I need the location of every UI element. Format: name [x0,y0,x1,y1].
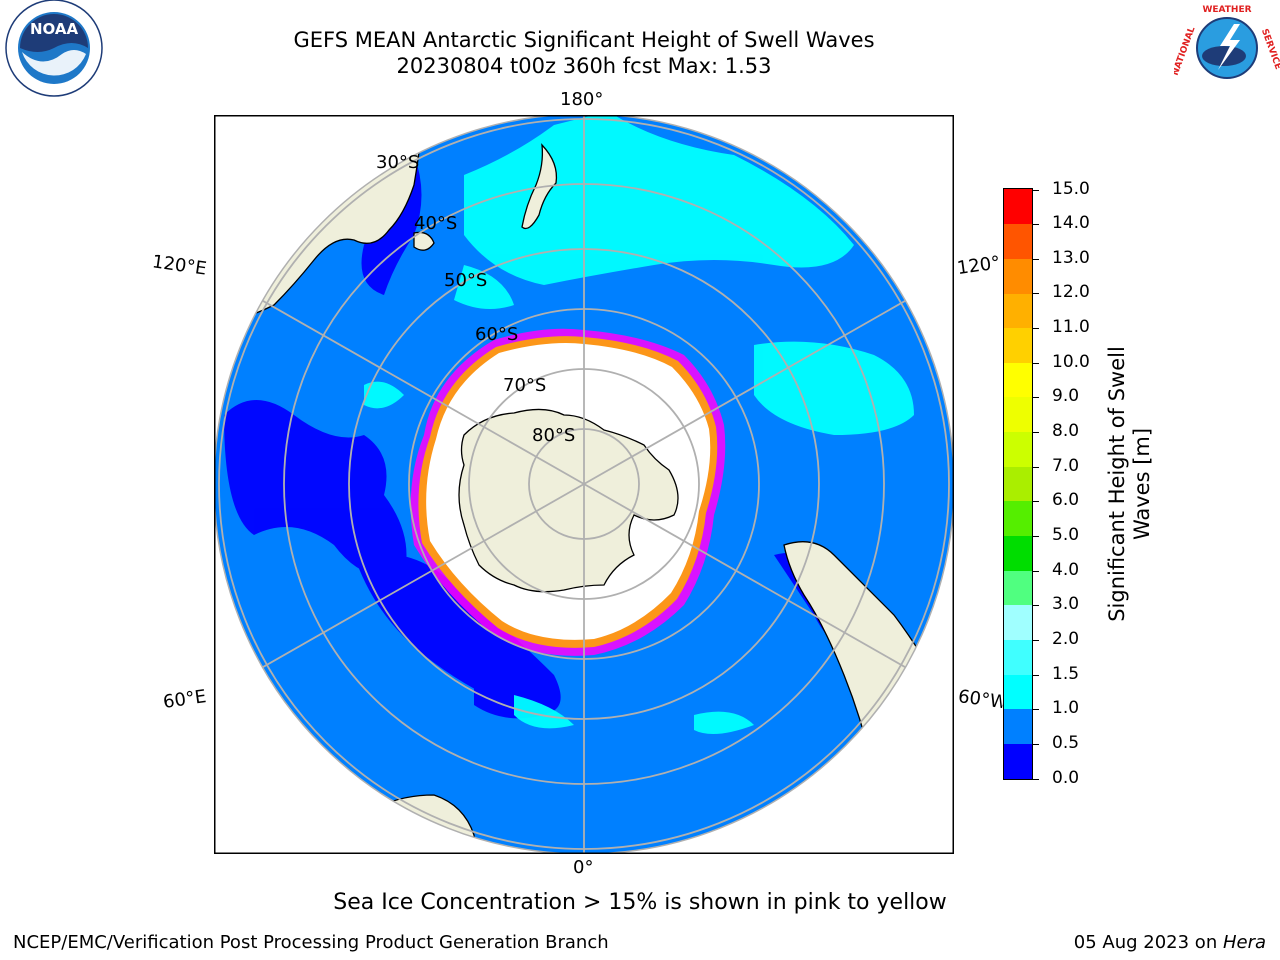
colorbar-segment [1004,708,1032,744]
colorbar-tick-label: 6.0 [1052,490,1080,511]
colorbar-title-line2: Waves [m] [1130,427,1154,541]
credit-right: 05 Aug 2023 on Hera [1074,932,1266,953]
colorbar-tick-label: 9.0 [1052,386,1080,407]
colorbar-tick [1033,743,1039,745]
lon-label-180: 180° [560,89,604,110]
lat-label-40: 40°S [414,213,457,234]
lon-label-60w: 60°W [956,685,1005,714]
colorbar-tick-label: 13.0 [1052,247,1090,268]
colorbar-segment [1004,604,1032,640]
colorbar-segment [1004,639,1032,675]
lon-label-0: 0° [573,857,594,878]
colorbar [1003,188,1033,780]
colorbar-tick [1033,328,1039,330]
colorbar-tick-label: 4.0 [1052,559,1080,580]
colorbar-tick [1033,605,1039,607]
colorbar-tick-label: 0.0 [1052,767,1080,788]
colorbar-tick-label: 7.0 [1052,455,1080,476]
nws-logo: WEATHER NATIONAL SERVICE [1174,2,1280,94]
svg-text:WEATHER: WEATHER [1202,5,1251,15]
colorbar-segment [1004,500,1032,537]
lon-label-120w: 120° [955,252,1002,280]
colorbar-tick-label: 1.5 [1052,663,1080,684]
colorbar-tick-label: 12.0 [1052,282,1090,303]
colorbar-segment [1004,396,1032,433]
colorbar-tick [1033,639,1039,641]
colorbar-tick [1033,778,1039,780]
lat-label-30: 30°S [376,152,419,173]
colorbar-segment [1004,674,1032,710]
colorbar-segment [1004,223,1032,259]
colorbar-tick [1033,224,1039,226]
lat-label-50: 50°S [444,270,487,291]
colorbar-segment [1004,570,1032,606]
lat-label-60: 60°S [475,324,518,345]
colorbar-tick [1033,570,1039,572]
svg-text:NOAA: NOAA [30,20,79,38]
lat-label-70: 70°S [503,375,546,396]
colorbar-tick-label: 10.0 [1052,351,1090,372]
colorbar-segment [1004,431,1032,467]
lon-label-120e: 120°E [150,251,208,280]
colorbar-segment [1004,535,1032,571]
colorbar-tick-label: 1.0 [1052,698,1080,719]
colorbar-tick [1033,189,1039,191]
credit-date: 05 Aug 2023 on [1073,932,1223,953]
colorbar-tick-label: 14.0 [1052,213,1090,234]
colorbar-tick-label: 3.0 [1052,594,1080,615]
colorbar-segment [1004,466,1032,502]
colorbar-tick [1033,258,1039,260]
colorbar-tick [1033,674,1039,676]
colorbar-tick [1033,293,1039,295]
noaa-logo: NOAA [5,0,103,97]
colorbar-tick-label: 15.0 [1052,178,1090,199]
colorbar-segment [1004,362,1032,398]
colorbar-tick-label: 2.0 [1052,628,1080,649]
colorbar-segment [1004,292,1032,329]
lon-label-60e: 60°E [161,686,208,713]
colorbar-tick [1033,466,1039,468]
chart-title: GEFS MEAN Antarctic Significant Height o… [293,28,875,52]
polar-map: 30°S 40°S 50°S 60°S 70°S 80°S [214,115,954,854]
colorbar-tick-label: 8.0 [1052,421,1080,442]
colorbar-segment [1004,258,1032,294]
colorbar-tick [1033,432,1039,434]
colorbar-segment [1004,189,1032,225]
colorbar-tick-label: 5.0 [1052,524,1080,545]
credit-left: NCEP/EMC/Verification Post Processing Pr… [13,932,609,953]
chart-subtitle: 20230804 t00z 360h fcst Max: 1.53 [396,54,772,78]
colorbar-segment [1004,743,1032,779]
colorbar-tick [1033,535,1039,537]
colorbar-segment [1004,327,1032,363]
colorbar-tick [1033,709,1039,711]
colorbar-tick-label: 0.5 [1052,732,1080,753]
colorbar-tick [1033,362,1039,364]
colorbar-title-line1: Significant Height of Swell [1105,346,1129,622]
colorbar-tick [1033,397,1039,399]
colorbar-tick [1033,501,1039,503]
sea-ice-caption: Sea Ice Concentration > 15% is shown in … [333,890,947,915]
lat-label-80: 80°S [532,425,575,446]
colorbar-tick-label: 11.0 [1052,317,1090,338]
credit-host: Hera [1222,932,1266,953]
graticule [214,115,954,854]
